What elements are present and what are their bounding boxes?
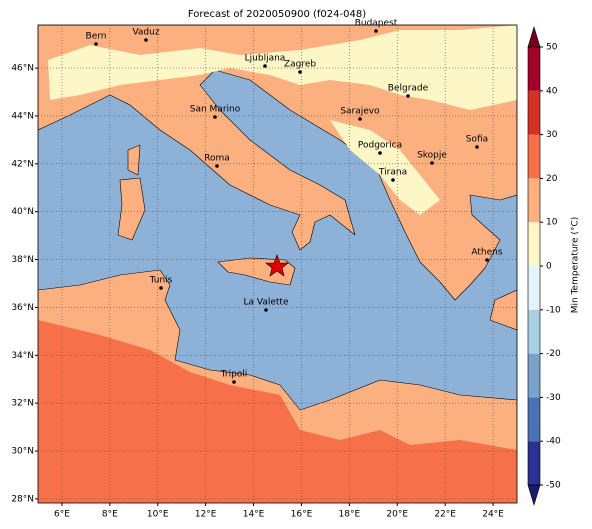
cool-zone [330, 120, 440, 215]
city-dot [374, 29, 378, 33]
colorbar-tick-label: 30 [546, 130, 558, 140]
colorbar-band [528, 134, 540, 179]
city-label: Ljubljana [245, 54, 286, 64]
turkey-edge [489, 289, 517, 331]
city-label: Sofia [466, 135, 488, 145]
colorbar-tick-label: -50 [546, 481, 561, 491]
event-star [265, 254, 289, 277]
colorbar-band [528, 441, 540, 485]
city-label: La Valette [244, 298, 289, 308]
city-dot [406, 94, 410, 98]
city-dot [485, 258, 489, 262]
city-label: Budapest [355, 19, 398, 29]
x-tick-label: 14°E [243, 510, 265, 520]
y-tick-label: 38°N [11, 255, 34, 265]
map-area [38, 25, 517, 503]
colorbar-band [528, 90, 540, 135]
y-tick-label: 28°N [11, 494, 34, 504]
colorbar-tick-label: -40 [546, 437, 561, 447]
colorbar-tick-label: -20 [546, 349, 561, 359]
x-tick-label: 18°E [339, 510, 361, 520]
colorbar-tick-label: 0 [546, 262, 552, 272]
colorbar-band [528, 222, 540, 266]
x-tick-label: 10°E [147, 510, 169, 520]
city-dot [159, 286, 163, 290]
colorbar-tick-label: -10 [546, 305, 561, 315]
city-dot [430, 161, 434, 165]
y-tick-label: 44°N [11, 111, 34, 121]
city-dot [378, 151, 382, 155]
map-frame [37, 24, 518, 504]
city-label: Tunis [149, 276, 173, 286]
city-dot [298, 70, 302, 74]
colorbar-tick-label: -30 [546, 393, 561, 403]
city-dot [144, 38, 148, 42]
y-tick-label: 40°N [11, 207, 34, 217]
city-label: Sarajevo [340, 107, 380, 117]
colorbar-label: Min Temperature (°C) [571, 217, 581, 314]
city-dot [264, 308, 268, 312]
city-label: Bern [86, 32, 107, 42]
colorbar-band [528, 397, 540, 442]
city-label: Vaduz [132, 28, 159, 38]
colorbar-band [528, 47, 540, 91]
city-label: Tripoli [220, 370, 248, 380]
x-tick-label: 8°E [102, 510, 118, 520]
city-label: Athens [471, 248, 502, 258]
city-dot [475, 145, 479, 149]
y-tick-label: 34°N [11, 351, 34, 361]
y-tick-label: 42°N [11, 159, 34, 169]
colorbar-tick-label: 20 [546, 174, 558, 184]
city-label: Belgrade [388, 84, 429, 94]
city-dot [213, 115, 217, 119]
cool-zone [48, 25, 517, 110]
city-dot [263, 64, 267, 68]
y-tick-label: 36°N [11, 303, 34, 313]
y-tick-label: 46°N [11, 64, 34, 74]
x-tick-label: 16°E [291, 510, 313, 520]
colorbar-band [528, 178, 540, 223]
colorbar-band [528, 309, 540, 354]
x-tick-label: 12°E [195, 510, 217, 520]
sardinia [117, 177, 146, 241]
colorbar-under [527, 484, 541, 507]
city-label: Skopje [417, 151, 447, 161]
city-label: San Marino [190, 105, 241, 115]
x-tick-label: 24°E [482, 510, 504, 520]
colorbar-band [528, 353, 540, 398]
map-title: Forecast of 2020050900 (f024-048) [188, 9, 366, 20]
city-dot [94, 42, 98, 46]
city-dot [215, 164, 219, 168]
city-dot [358, 117, 362, 121]
colorbar-tick-label: 40 [546, 86, 558, 96]
city-label: Roma [204, 154, 230, 164]
y-tick-label: 32°N [11, 399, 34, 409]
x-tick-label: 20°E [386, 510, 408, 520]
city-label: Podgorica [358, 141, 402, 151]
colorbar-band [528, 266, 540, 310]
x-tick-label: 6°E [54, 510, 70, 520]
colorbar-tick-label: 10 [546, 218, 558, 228]
x-tick-label: 22°E [434, 510, 456, 520]
colorbar-tick-label: 50 [546, 43, 558, 53]
colorbar-over [527, 25, 541, 48]
city-dot [391, 178, 395, 182]
corsica [127, 144, 141, 176]
city-label: Tirana [378, 168, 407, 178]
y-tick-label: 30°N [11, 447, 34, 457]
city-dot [232, 380, 236, 384]
city-label: Zagreb [284, 60, 316, 70]
